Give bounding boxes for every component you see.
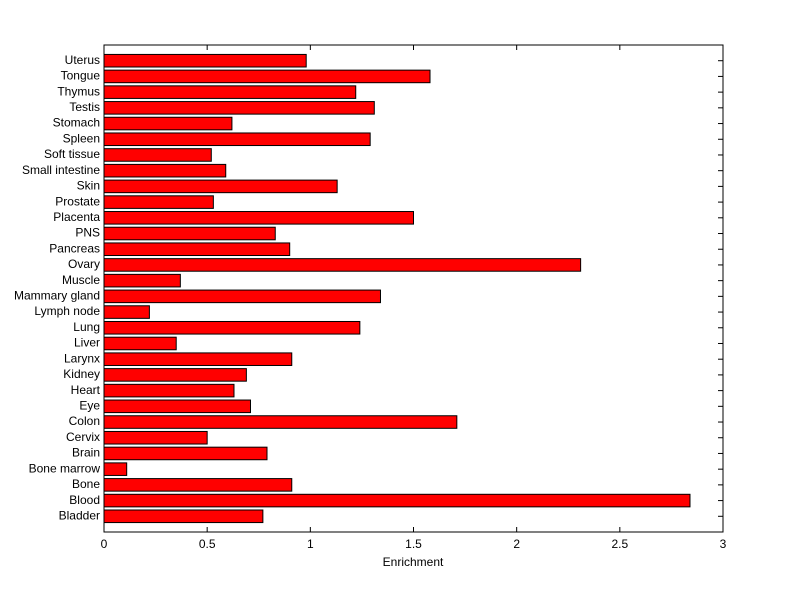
y-tick-label: Skin [77,179,100,193]
bar [103,305,150,319]
bar [103,273,181,288]
bar [103,226,276,241]
x-tick-label: 2.5 [611,537,628,551]
y-tick-label: Ovary [68,257,100,271]
x-tick-label: 1.5 [405,537,422,551]
y-tick-label: Thymus [57,84,100,98]
y-tick-label: Lymph node [34,304,100,318]
y-tick-label: Muscle [62,273,100,287]
y-tick-label: Soft tissue [44,147,100,161]
bar [103,336,177,351]
axes-box [103,44,724,533]
bar [103,430,208,445]
y-tick-label: Bone [72,477,100,491]
y-tick-label: Heart [71,383,101,397]
bar [103,211,414,225]
bar [103,320,361,335]
x-tick-label: 0.5 [199,537,216,551]
bar [103,132,371,147]
y-tick-label: Cervix [66,430,100,444]
bar [103,163,227,178]
x-tick-label: 1 [307,537,314,551]
y-tick-label: Mammary gland [14,289,100,303]
bar [103,179,338,194]
y-tick-label: Bladder [59,508,100,522]
bar [103,258,582,272]
bar [103,509,264,524]
bar [103,53,307,68]
bar [103,116,233,131]
y-tick-label: Blood [69,493,100,507]
bar [103,69,431,84]
y-tick-label: PNS [75,226,100,240]
y-tick-label: Lung [73,320,100,334]
y-tick-label: Prostate [55,194,100,208]
y-tick-label: Stomach [53,116,100,130]
y-tick-label: Spleen [63,131,100,145]
y-tick-label: Placenta [53,210,100,224]
y-tick-label: Kidney [63,367,100,381]
bar [103,415,458,429]
y-tick-label: Bone marrow [29,461,101,475]
x-tick-label: 3 [720,537,727,551]
y-tick-label: Eye [79,398,100,412]
bar [103,148,212,162]
bar [103,101,375,115]
bar [103,368,247,382]
bar [103,352,293,366]
bar [103,85,357,99]
y-tick-label: Brain [72,446,100,460]
bar [103,462,128,476]
bar [103,289,381,304]
bar [103,478,293,492]
y-tick-label: Testis [69,100,100,114]
bar [103,493,691,508]
bar [103,195,214,209]
y-tick-label: Colon [69,414,100,428]
bar [103,242,291,257]
y-tick-label: Uterus [65,53,100,67]
y-tick-label: Pancreas [49,241,100,255]
y-tick-label: Small intestine [22,163,100,177]
bar [103,446,268,461]
bar [103,399,251,414]
bar [103,383,235,398]
x-tick-label: 0 [101,537,108,551]
y-tick-label: Larynx [64,351,100,365]
x-tick-label: 2 [513,537,520,551]
y-tick-label: Tongue [61,69,101,83]
x-axis-label: Enrichment [383,555,444,569]
y-tick-label: Liver [74,336,100,350]
